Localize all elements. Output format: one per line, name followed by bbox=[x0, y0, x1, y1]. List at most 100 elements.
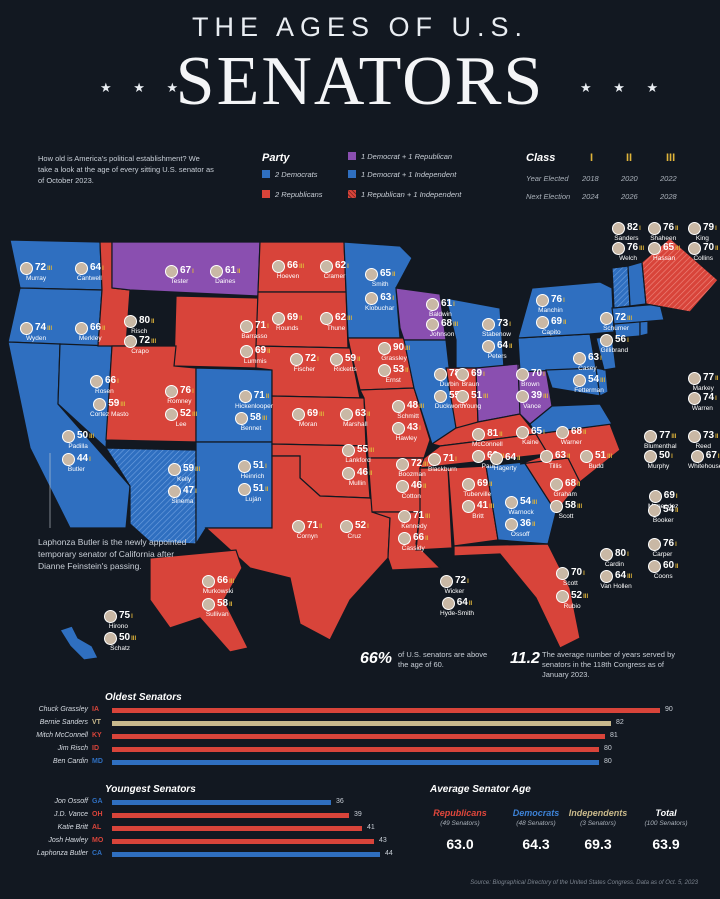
state-WA bbox=[9, 239, 103, 291]
stat-60-value: 66% bbox=[360, 650, 393, 667]
avg-party-count: (100 Senators) bbox=[644, 820, 688, 827]
bar-value-label: 43 bbox=[379, 837, 387, 844]
bar bbox=[112, 734, 605, 739]
year-elected-iii: 2022 bbox=[660, 174, 677, 183]
avg-party-value: 69.3 bbox=[584, 836, 612, 852]
stars-right: ★ ★ ★ bbox=[580, 80, 668, 95]
state-MA bbox=[611, 303, 665, 325]
bar-name-label: Bernie Sanders bbox=[39, 719, 88, 726]
bar-name-label: Katie Britt bbox=[57, 824, 88, 831]
bar bbox=[112, 721, 611, 726]
year-elected-ii: 2020 bbox=[621, 174, 638, 183]
bar-state-label: MD bbox=[92, 758, 103, 765]
bar bbox=[112, 813, 349, 818]
bar-state-label: OH bbox=[92, 811, 103, 818]
next-election-iii: 2028 bbox=[660, 192, 677, 201]
bar-state-label: ID bbox=[92, 745, 99, 752]
legend-item: 2 Democrats bbox=[262, 170, 352, 179]
bar-value-label: 80 bbox=[604, 745, 612, 752]
bar bbox=[112, 826, 362, 831]
stat-60-text: of U.S. senators are above the age of 60… bbox=[398, 650, 488, 669]
bar-state-label: GA bbox=[92, 798, 103, 805]
intro-text: How old is America's political establish… bbox=[38, 154, 214, 185]
state-MS bbox=[415, 467, 453, 551]
bar-value-label: 81 bbox=[610, 732, 618, 739]
bar-name-label: Chuck Grassley bbox=[38, 706, 88, 713]
legend-item: 1 Republican + 1 Independent bbox=[348, 190, 498, 199]
state-KS bbox=[271, 395, 367, 447]
state-FL bbox=[453, 543, 581, 649]
avg-party-value: 63.9 bbox=[652, 836, 680, 852]
state-NJ bbox=[595, 335, 617, 371]
bar-name-label: Josh Hawley bbox=[48, 837, 88, 844]
avg-party-value: 63.0 bbox=[446, 836, 474, 852]
state-OH bbox=[475, 363, 521, 423]
youngest-heading: Youngest Senators bbox=[105, 784, 196, 795]
avg-party-name: Republicans bbox=[433, 808, 487, 818]
legend-item: 2 Republicans bbox=[262, 190, 352, 199]
bar-state-label: VT bbox=[92, 719, 101, 726]
stat-years-value: 11.2 bbox=[510, 650, 540, 667]
state-ME bbox=[641, 237, 719, 313]
state-HI bbox=[59, 625, 99, 661]
bar bbox=[112, 852, 380, 857]
class-iii: III bbox=[666, 152, 676, 164]
bar bbox=[112, 708, 660, 713]
next-election-i: 2024 bbox=[582, 192, 599, 201]
legend-item: 1 Democrat + 1 Independent bbox=[348, 170, 488, 179]
source-note: Source: Biographical Directory of the Un… bbox=[470, 880, 698, 886]
state-NY bbox=[517, 281, 615, 339]
avg-party-count: (49 Senators) bbox=[440, 820, 480, 827]
state-VT bbox=[611, 265, 631, 309]
legend-swatch bbox=[262, 170, 270, 178]
state-WI bbox=[395, 287, 447, 341]
bar-name-label: Ben Cardin bbox=[52, 758, 88, 765]
bar-value-label: 39 bbox=[354, 811, 362, 818]
bar-name-label: Jim Risch bbox=[57, 745, 88, 752]
legend-swatch bbox=[348, 170, 356, 178]
avg-party-name: Democrats bbox=[512, 808, 560, 818]
year-elected-label: Year Elected bbox=[526, 174, 569, 183]
state-NE bbox=[255, 345, 361, 399]
legend-item: 1 Democrat + 1 Republican bbox=[348, 152, 488, 161]
state-GA bbox=[485, 461, 557, 545]
bar-name-label: Laphonza Butler bbox=[37, 850, 88, 857]
average-heading: Average Senator Age bbox=[430, 784, 531, 795]
bar-value-label: 90 bbox=[665, 706, 673, 713]
bar-name-label: J.D. Vance bbox=[54, 811, 88, 818]
state-OR bbox=[7, 287, 103, 347]
state-CO bbox=[195, 367, 273, 443]
avg-party-name: Total bbox=[655, 808, 677, 818]
bar-state-label: IA bbox=[92, 706, 99, 713]
page-title: SENATORS bbox=[175, 43, 545, 120]
next-election-label: Next Election bbox=[526, 192, 571, 201]
oldest-heading: Oldest Senators bbox=[105, 692, 182, 703]
state-ND bbox=[257, 241, 347, 293]
stars-left: ★ ★ ★ bbox=[100, 80, 188, 95]
title-top: THE AGES OF U.S. bbox=[191, 12, 529, 42]
bar-value-label: 44 bbox=[385, 850, 393, 857]
year-elected-i: 2018 bbox=[582, 174, 599, 183]
bar-name-label: Mitch McConnell bbox=[36, 732, 88, 739]
legend-swatch bbox=[348, 152, 356, 160]
state-AR bbox=[367, 457, 425, 513]
bar-state-label: AL bbox=[92, 824, 102, 831]
bar-value-label: 36 bbox=[336, 798, 344, 805]
class-heading: Class bbox=[526, 152, 556, 164]
party-legend: Party 2 Democrats 2 Republicans 1 Democr… bbox=[262, 152, 461, 199]
bar-state-label: KY bbox=[92, 732, 102, 739]
bar-value-label: 41 bbox=[367, 824, 375, 831]
party-heading: Party bbox=[262, 152, 290, 164]
bar-value-label: 82 bbox=[616, 719, 624, 726]
butler-note: Laphonza Butler is the newly appointed t… bbox=[38, 537, 187, 571]
state-TX bbox=[204, 455, 391, 641]
avg-party-value: 64.3 bbox=[522, 836, 550, 852]
state-IA bbox=[347, 337, 415, 391]
bar bbox=[112, 747, 599, 752]
state-MD bbox=[545, 367, 601, 397]
next-election-ii: 2026 bbox=[621, 192, 638, 201]
state-VA bbox=[529, 403, 613, 435]
state-AK bbox=[149, 549, 249, 653]
state-WY bbox=[173, 295, 259, 369]
bar-state-label: MO bbox=[92, 837, 104, 844]
